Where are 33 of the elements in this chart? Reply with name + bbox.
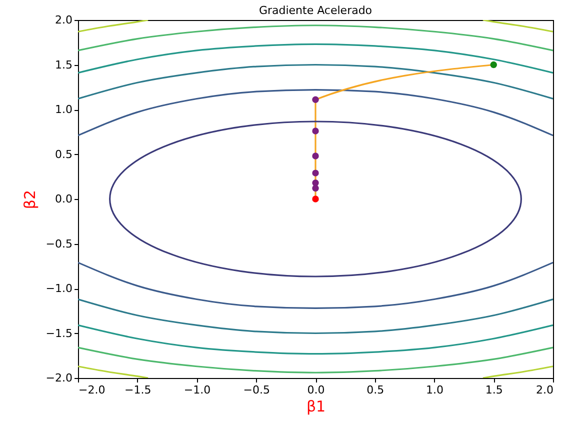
- x-tick-label: −1.5: [124, 384, 152, 396]
- y-tick-label: −0.5: [46, 237, 72, 250]
- y-tick-label: 0.5: [55, 148, 72, 161]
- line-series: [78, 324, 553, 355]
- line-series: [78, 64, 553, 100]
- line-series: [78, 43, 553, 74]
- x-tick-label: 1.0: [426, 384, 444, 396]
- line-series: [78, 298, 553, 334]
- x-tick-label: 0.5: [366, 384, 384, 396]
- y-axis-title: β2: [20, 190, 39, 210]
- x-tick-label: 0.0: [307, 384, 325, 396]
- line-series: [78, 366, 149, 378]
- line-series: [78, 89, 553, 136]
- y-tick-label: 2.0: [55, 14, 72, 26]
- x-tick-label: 2.0: [536, 384, 554, 396]
- y-tick-label: −1.0: [46, 282, 72, 295]
- y-tick-label: −2.0: [46, 372, 72, 384]
- line-series: [482, 20, 553, 32]
- line-series: [78, 346, 553, 374]
- line-series: [78, 24, 553, 52]
- x-axis-title: β1: [306, 398, 326, 416]
- x-tick-label: −0.5: [243, 384, 270, 396]
- x-tick-label: −1.0: [184, 384, 211, 396]
- line-series: [78, 262, 553, 309]
- y-tick-label: 1.5: [55, 58, 72, 72]
- line-series: [482, 366, 553, 378]
- chart-title: Gradiente Acelerado: [258, 4, 372, 17]
- y-tick-label: 0.0: [55, 192, 72, 206]
- y-tick-label: 1.0: [55, 103, 72, 116]
- x-tick-label: −2.0: [78, 384, 106, 396]
- x-tick-label: 1.5: [485, 384, 503, 396]
- line-series: [78, 20, 149, 32]
- y-tick-label: −1.5: [46, 326, 72, 340]
